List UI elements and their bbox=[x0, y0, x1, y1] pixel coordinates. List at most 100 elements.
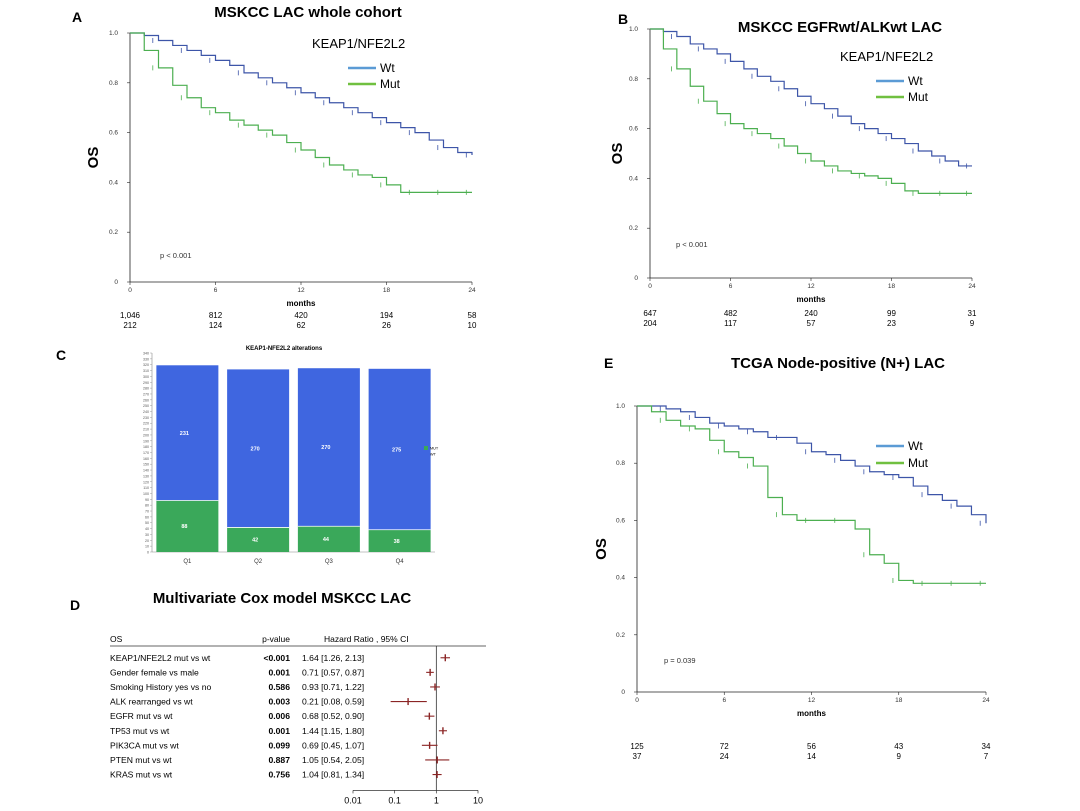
bar-y-tick-label: 60 bbox=[145, 515, 149, 519]
forest-table: OS p-value Hazard Ratio , 95% CI KEAP1/NFE2… bbox=[110, 634, 486, 805]
risk-count: 117 bbox=[724, 319, 737, 328]
y-tick-label: 0.8 bbox=[629, 76, 638, 83]
bar-y-tick-label: 180 bbox=[143, 445, 149, 449]
x-tick-label: 0 bbox=[635, 697, 639, 704]
bar-mut bbox=[368, 529, 431, 552]
km-curve-wt bbox=[650, 28, 972, 167]
km-plot-b: B MSKCC EGFRwt/ALKwt LAC 0 0.2 0.4 0.6 0.8 1.… bbox=[609, 11, 977, 328]
forest-row-p: 0.586 bbox=[268, 682, 290, 692]
bar-y-tick-label: 30 bbox=[145, 533, 149, 537]
y-tick-label: 0.4 bbox=[616, 575, 625, 582]
forest-row-label: PIK3CA mut vs wt bbox=[110, 740, 179, 750]
forest-row-hr: 0.71 [0.57, 0.87] bbox=[302, 667, 364, 677]
risk-count: 812 bbox=[209, 311, 223, 320]
bar-y-tick-label: 90 bbox=[145, 498, 149, 502]
forest-x-tick-label: 10 bbox=[473, 795, 483, 805]
panel-letter-c: C bbox=[56, 347, 66, 363]
forest-header-p: p-value bbox=[262, 634, 290, 644]
forest-row-label: KEAP1/NFE2L2 mut vs wt bbox=[110, 653, 211, 663]
forest-row-hr: 1.64 [1.26, 2.13] bbox=[302, 653, 364, 663]
bar-y-tick-label: 160 bbox=[143, 457, 149, 461]
risk-count: 37 bbox=[633, 752, 642, 761]
panel-letter-d: D bbox=[70, 597, 80, 613]
forest-row-p: <0.001 bbox=[263, 653, 290, 663]
forest-row-hr: 0.93 [0.71, 1.22] bbox=[302, 682, 364, 692]
forest-row-hr: 1.44 [1.15, 1.80] bbox=[302, 726, 364, 736]
forest-row-label: Smoking History yes vs no bbox=[110, 682, 211, 692]
risk-count: 72 bbox=[720, 742, 729, 751]
risk-count: 1,046 bbox=[120, 311, 141, 320]
x-tick-label: 6 bbox=[729, 283, 733, 290]
forest-x-tick-label: 0.01 bbox=[344, 795, 362, 805]
legend-label-mut: Mut bbox=[908, 90, 929, 104]
legend-label-wt: Wt bbox=[380, 61, 395, 75]
x-tick-label: 12 bbox=[808, 697, 816, 704]
x-tick-label: 0 bbox=[648, 283, 652, 290]
bar-y-tick-label: 230 bbox=[143, 416, 149, 420]
y-tick-label: 1.0 bbox=[629, 26, 638, 33]
risk-count: 204 bbox=[643, 319, 657, 328]
forest-row-p: 0.003 bbox=[268, 697, 290, 707]
legend-label-wt: Wt bbox=[908, 74, 923, 88]
bar-chart-title: KEAP1-NFE2L2 alterations bbox=[246, 346, 323, 352]
risk-count: 26 bbox=[382, 321, 391, 330]
km-curve-wt bbox=[130, 32, 473, 156]
km-plot-e: E TCGA Node-positive (N+) LAC 0 0.2 0.4 0.6… bbox=[593, 355, 991, 761]
forest-row-label: PTEN mut vs wt bbox=[110, 755, 172, 765]
bar-y-tick-label: 0 bbox=[147, 551, 149, 555]
risk-count: 43 bbox=[894, 742, 903, 751]
bar-value-wt: 270 bbox=[321, 445, 330, 451]
p-value: p < 0.001 bbox=[676, 240, 708, 249]
y-tick-label: 0.8 bbox=[109, 80, 118, 87]
bar-y-tick-label: 80 bbox=[145, 504, 149, 508]
bar-wt bbox=[227, 369, 290, 528]
y-tick-label: 0.8 bbox=[616, 460, 625, 467]
y-tick-label: 1.0 bbox=[616, 403, 625, 410]
bar-category-label: Q4 bbox=[396, 559, 405, 565]
bar-chart-c: C KEAP1-NFE2L2 alterations 0 10 20 30 40 50 60… bbox=[56, 346, 439, 565]
km-e-plot: 0 0.2 0.4 0.6 0.8 1.0 0 6 12 18 24 months OS p = 0.03… bbox=[593, 403, 991, 761]
km-curve-mut bbox=[650, 28, 972, 194]
risk-count: 7 bbox=[984, 752, 989, 761]
km-b-plot: 0 0.2 0.4 0.6 0.8 1.0 0 6 12 18 24 months OS p < 0.00… bbox=[609, 26, 977, 328]
bar-y-tick-label: 140 bbox=[143, 469, 149, 473]
forest-row-p: 0.001 bbox=[268, 726, 290, 736]
forest-header-hr: Hazard Ratio , 95% CI bbox=[324, 634, 409, 644]
x-tick-label: 18 bbox=[383, 287, 391, 294]
forest-row-p: 0.887 bbox=[268, 755, 290, 765]
panel-letter-a: A bbox=[72, 9, 82, 25]
risk-count: 482 bbox=[724, 309, 738, 318]
forest-row-hr: 1.04 [0.81, 1.34] bbox=[302, 770, 364, 780]
bar-value-wt: 275 bbox=[392, 447, 401, 453]
panel-title-b: MSKCC EGFRwt/ALKwt LAC bbox=[738, 19, 942, 36]
y-tick-label: 0.6 bbox=[629, 126, 638, 133]
panel-letter-e: E bbox=[604, 355, 613, 371]
x-axis-label: months bbox=[797, 295, 826, 304]
bar-y-tick-label: 100 bbox=[143, 492, 149, 496]
forest-row-hr: 0.68 [0.52, 0.90] bbox=[302, 711, 364, 721]
p-value: p < 0.001 bbox=[160, 251, 192, 260]
forest-row-label: TP53 mut vs wt bbox=[110, 726, 170, 736]
risk-count: 125 bbox=[630, 742, 644, 751]
bar-y-tick-label: 200 bbox=[143, 433, 149, 437]
y-axis-label: OS bbox=[85, 147, 102, 169]
forest-plot-d: D Multivariate Cox model MSKCC LAC OS p-v… bbox=[70, 590, 486, 805]
bar-y-tick-label: 20 bbox=[145, 539, 149, 543]
x-tick-label: 12 bbox=[297, 287, 305, 294]
legend-title: KEAP1/NFE2L2 bbox=[312, 36, 405, 51]
bar-y-tick-label: 210 bbox=[143, 428, 149, 432]
risk-count: 99 bbox=[887, 309, 896, 318]
bar-y-tick-label: 310 bbox=[143, 369, 149, 373]
bar-y-tick-label: 190 bbox=[143, 439, 149, 443]
risk-count: 194 bbox=[380, 311, 394, 320]
x-tick-label: 0 bbox=[128, 287, 132, 294]
bar-category-label: Q3 bbox=[325, 559, 334, 565]
y-tick-label: 1.0 bbox=[109, 30, 118, 37]
risk-count: 34 bbox=[982, 742, 991, 751]
bar-value-mut: 88 bbox=[181, 524, 187, 530]
forest-row-p: 0.006 bbox=[268, 711, 290, 721]
bar-y-tick-label: 220 bbox=[143, 422, 149, 426]
forest-row-p: 0.756 bbox=[268, 770, 290, 780]
x-tick-label: 24 bbox=[982, 697, 990, 704]
panel-letter-b: B bbox=[618, 11, 628, 27]
